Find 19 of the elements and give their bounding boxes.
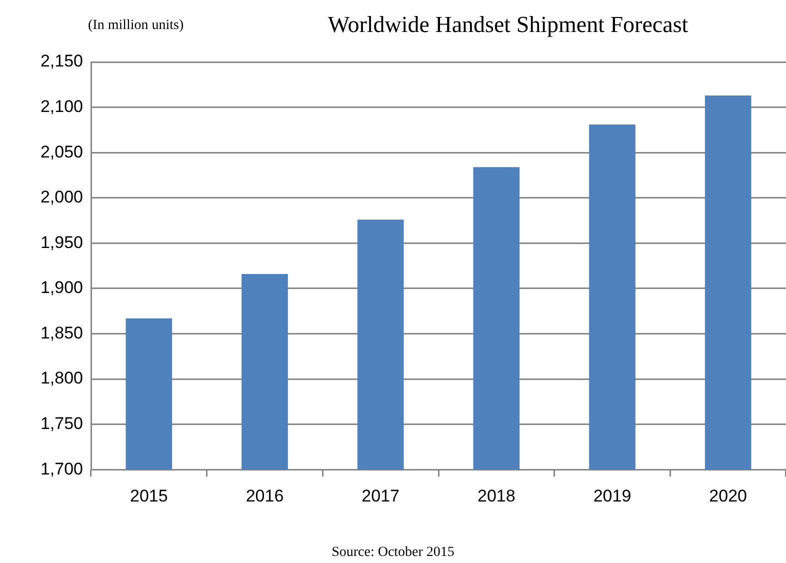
y-axis-title: (In million units) <box>88 18 184 34</box>
y-tick-label: 2,150 <box>40 52 83 71</box>
x-tick-label: 2018 <box>478 486 516 506</box>
x-tick-label: 2016 <box>246 486 284 506</box>
y-tick-label: 1,900 <box>40 278 83 298</box>
source-note: Source: October 2015 <box>330 545 456 561</box>
x-tick-label: 2019 <box>593 486 632 506</box>
x-tick-label: 2017 <box>362 486 400 506</box>
y-tick-label: 2,100 <box>40 96 83 116</box>
y-tick-label: 1,800 <box>40 368 83 388</box>
y-tick-label: 1,850 <box>40 323 83 342</box>
x-tick-label: 2020 <box>709 486 747 506</box>
y-tick-label: 1,950 <box>40 232 83 252</box>
y-tick-label: 2,000 <box>40 188 83 207</box>
y-tick-label: 1,750 <box>40 414 83 433</box>
y-tick-label: 1,700 <box>40 459 83 478</box>
y-tick-label: 2,050 <box>40 142 83 162</box>
chart-title: Worldwide Handset Shipment Forecast <box>326 12 690 38</box>
x-tick-label: 2015 <box>130 486 168 506</box>
